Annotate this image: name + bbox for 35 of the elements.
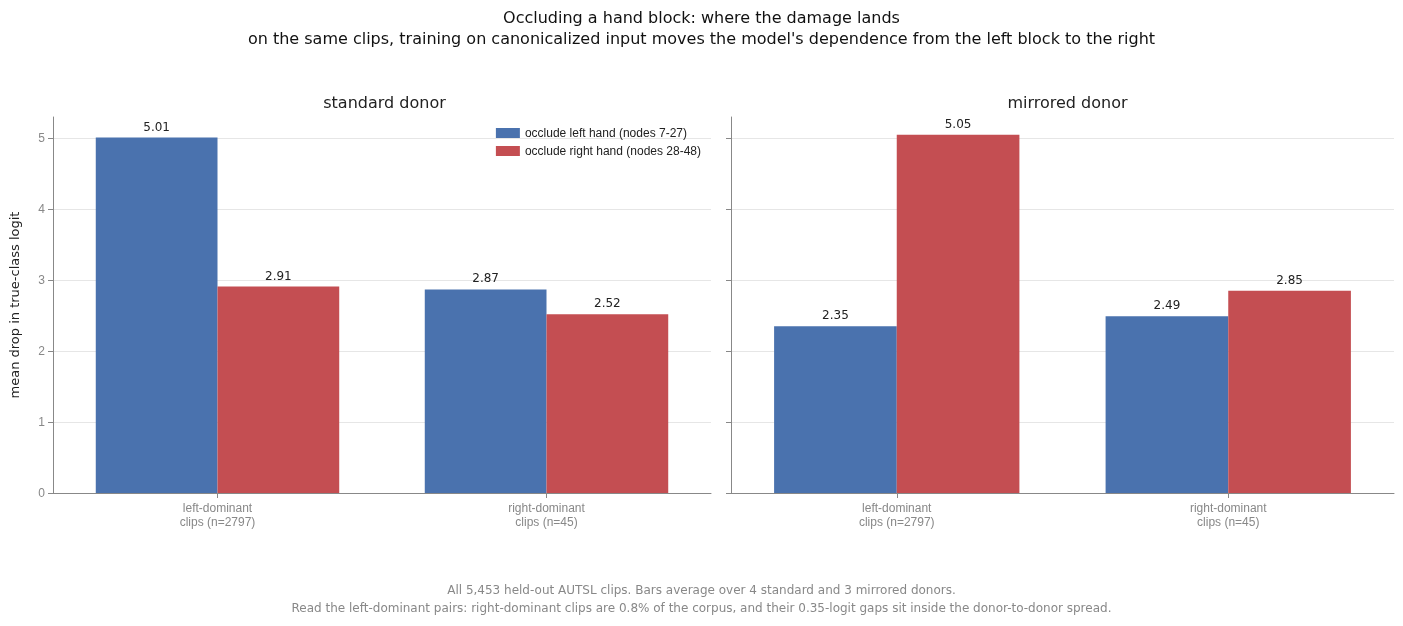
bar (424, 289, 547, 493)
data-label: 2.49 (1153, 298, 1181, 313)
data-label: 2.35 (822, 308, 849, 323)
text: on the same clips, training on canonicalized input moves the model's dependence from the left block to the right (246, 29, 1157, 48)
x-tick-label: left-dominant clips (n=2797) (858, 501, 935, 529)
y-axis-title: mean drop in true-class logit (7, 211, 22, 399)
x-tick-label: left-dominant clips (n=2797) (179, 501, 256, 529)
bar (1105, 316, 1229, 493)
data-label: 2.52 (594, 296, 621, 311)
bar (896, 134, 1020, 493)
y-tick-label: 4 (38, 202, 46, 217)
data-label: 2.85 (1276, 272, 1303, 287)
chart-title: standard donor (323, 92, 447, 112)
bar (95, 137, 218, 493)
chart-title: mirrored donor (1007, 92, 1128, 112)
x-tick-label: right-dominant clips (n=45) (1189, 501, 1268, 529)
legend-label: occlude right hand (nodes 28-48) (524, 144, 702, 158)
text: Occluding a hand block: where the damage lands (502, 8, 901, 27)
legend-label: occlude left hand (nodes 7-27) (524, 126, 687, 140)
y-tick-label: 5 (38, 131, 46, 146)
y-tick-label: 3 (38, 273, 46, 288)
data-label: 2.87 (472, 271, 499, 286)
data-label: 5.01 (143, 119, 170, 134)
text: All 5,453 held-out AUTSL clips. Bars average over 4 standard and 3 mirrored donors. (446, 583, 957, 597)
bar (774, 326, 897, 493)
y-tick-label: 0 (38, 486, 46, 500)
text: Read the left-dominant pairs: right-dominant clips are 0.8% of the corpus, and their 0.35-logit gaps sit inside the donor-to-donor spread. (290, 601, 1113, 615)
y-tick-label: 1 (38, 415, 46, 430)
x-tick-label: right-dominant clips (n=45) (508, 501, 586, 529)
data-label: 5.05 (944, 116, 972, 131)
bar (217, 286, 340, 493)
bar (546, 314, 669, 493)
data-label: 2.91 (265, 268, 292, 283)
y-tick-label: 2 (38, 344, 46, 359)
bar (1228, 290, 1351, 493)
